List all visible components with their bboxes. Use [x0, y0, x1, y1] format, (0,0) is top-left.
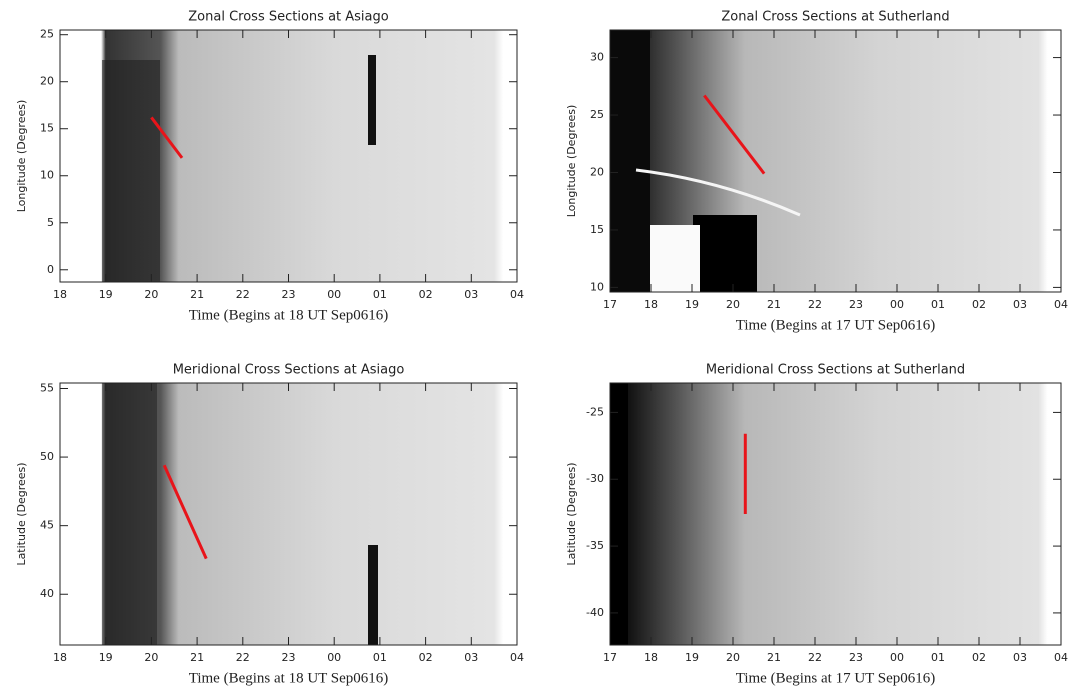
annotation-line	[703, 94, 766, 175]
y-tick-label: -40	[586, 606, 604, 619]
x-tick-label: 20	[726, 651, 740, 664]
y-tick-label: 10	[590, 280, 604, 293]
x-tick-label: 19	[99, 288, 113, 301]
y-tick-label: 30	[590, 51, 604, 64]
x-tick-label: 01	[931, 298, 945, 311]
x-tick-label: 22	[236, 651, 250, 664]
image-panel-4	[610, 383, 1061, 645]
x-tick-label: 19	[685, 298, 699, 311]
y-tick-label: 25	[40, 28, 54, 41]
y-tick-label: 20	[40, 75, 54, 88]
x-tick-label: 03	[464, 651, 478, 664]
y-tick-label: 50	[40, 450, 54, 463]
y-tick-label: 20	[590, 165, 604, 178]
x-axis-label: Time (Begins at 17 UT Sep0616)	[736, 317, 936, 333]
x-tick-label: 19	[685, 651, 699, 664]
y-axis-label: Longitude (Degrees)	[565, 105, 578, 218]
x-tick-label: 02	[972, 298, 986, 311]
x-tick-label: 23	[282, 651, 296, 664]
x-tick-label: 18	[53, 288, 67, 301]
plot-frame	[609, 382, 1062, 646]
x-tick-label: 22	[808, 651, 822, 664]
x-tick-label: 00	[890, 651, 904, 664]
x-axis-label: Time (Begins at 17 UT Sep0616)	[736, 670, 936, 686]
x-tick-label: 04	[1054, 651, 1068, 664]
x-tick-label: 00	[327, 288, 341, 301]
x-tick-label: 03	[1013, 651, 1027, 664]
x-tick-label: 03	[464, 288, 478, 301]
x-tick-label: 01	[931, 651, 945, 664]
x-tick-label: 22	[808, 298, 822, 311]
chart-title: Meridional Cross Sections at Sutherland	[706, 363, 965, 378]
x-tick-label: 02	[419, 651, 433, 664]
x-tick-label: 23	[849, 298, 863, 311]
image-panel-2	[610, 30, 1061, 292]
x-tick-label: 21	[767, 298, 781, 311]
x-tick-label: 00	[890, 298, 904, 311]
x-axis-label: Time (Begins at 18 UT Sep0616)	[189, 307, 389, 323]
x-tick-label: 00	[327, 651, 341, 664]
plot-frame	[609, 29, 1062, 293]
x-tick-label: 20	[144, 651, 158, 664]
y-tick-label: 0	[47, 263, 54, 276]
x-tick-label: 20	[726, 298, 740, 311]
x-tick-label: 03	[1013, 298, 1027, 311]
x-tick-label: 21	[767, 651, 781, 664]
y-tick-label: 25	[590, 108, 604, 121]
x-tick-label: 18	[644, 651, 658, 664]
annotation-line	[150, 116, 184, 159]
x-tick-label: 04	[1054, 298, 1068, 311]
x-tick-label: 01	[373, 288, 387, 301]
x-tick-label: 20	[144, 288, 158, 301]
y-tick-label: 40	[40, 587, 54, 600]
x-tick-label: 04	[510, 288, 524, 301]
y-tick-label: -30	[586, 472, 604, 485]
y-tick-label: 15	[590, 223, 604, 236]
x-tick-label: 23	[849, 651, 863, 664]
x-tick-label: 21	[190, 651, 204, 664]
y-tick-label: -25	[586, 405, 604, 418]
y-axis-label: Latitude (Degrees)	[15, 462, 28, 565]
y-axis-label: Latitude (Degrees)	[565, 462, 578, 565]
image-panel-1	[60, 30, 517, 282]
x-tick-label: 19	[99, 651, 113, 664]
x-tick-label: 04	[510, 651, 524, 664]
x-tick-label: 18	[644, 298, 658, 311]
chart-title: Zonal Cross Sections at Sutherland	[721, 10, 949, 25]
y-tick-label: 5	[47, 216, 54, 229]
x-tick-label: 17	[603, 298, 617, 311]
y-tick-label: 45	[40, 519, 54, 532]
annotation-line	[162, 464, 208, 560]
image-panel-3	[60, 383, 517, 645]
y-tick-label: -35	[586, 539, 604, 552]
x-tick-label: 01	[373, 651, 387, 664]
y-axis-label: Longitude (Degrees)	[15, 100, 28, 213]
y-tick-label: 55	[40, 381, 54, 394]
chart-title: Meridional Cross Sections at Asiago	[173, 363, 405, 378]
x-tick-label: 22	[236, 288, 250, 301]
x-tick-label: 23	[282, 288, 296, 301]
x-tick-label: 21	[190, 288, 204, 301]
x-tick-label: 17	[603, 651, 617, 664]
chart-title: Zonal Cross Sections at Asiago	[188, 10, 388, 25]
x-axis-label: Time (Begins at 18 UT Sep0616)	[189, 670, 389, 686]
x-tick-label: 18	[53, 651, 67, 664]
x-tick-label: 02	[419, 288, 433, 301]
y-tick-label: 10	[40, 169, 54, 182]
x-tick-label: 02	[972, 651, 986, 664]
y-tick-label: 15	[40, 122, 54, 135]
